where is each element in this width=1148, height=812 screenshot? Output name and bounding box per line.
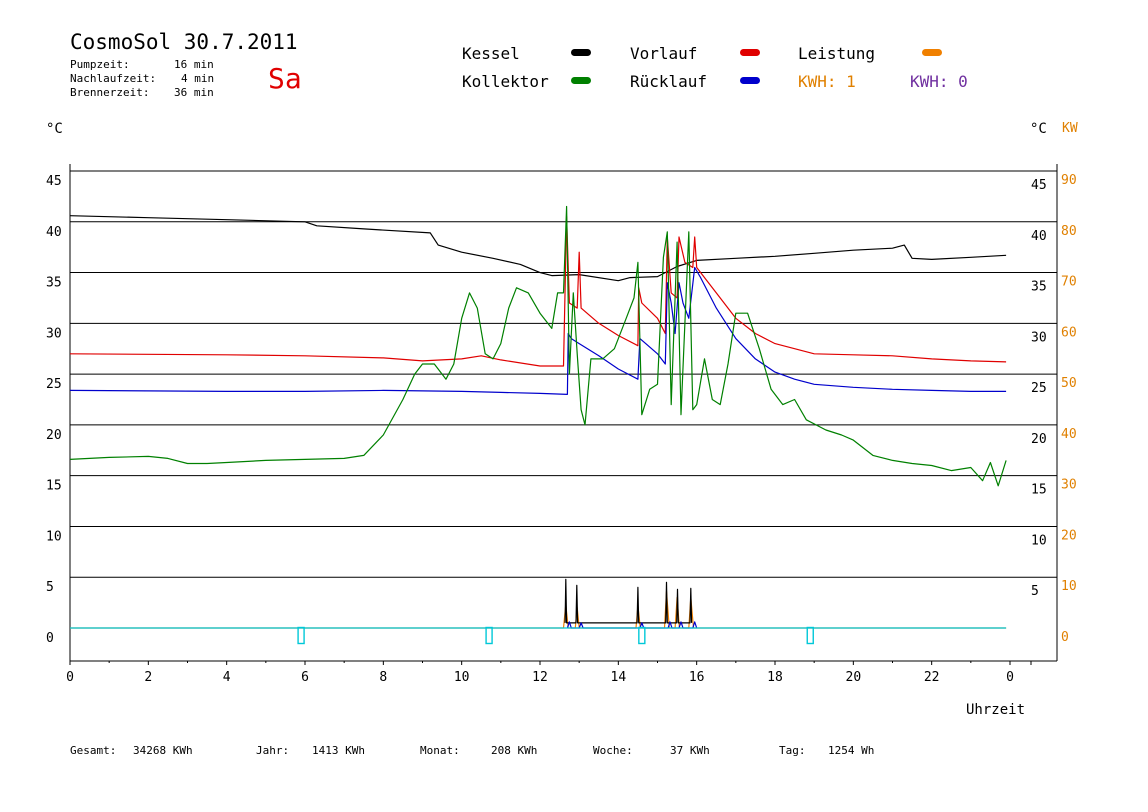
footer-label-gesamt: Gesamt: bbox=[70, 744, 117, 757]
series-line-kollektor bbox=[69, 205, 1007, 487]
pump-marker bbox=[297, 626, 305, 645]
y-tick-right: 45 bbox=[1031, 178, 1047, 193]
legend-swatch-vorlauf bbox=[740, 49, 760, 56]
y-tick-left: 5 bbox=[46, 580, 54, 595]
stat-label-brennerzeit: Brennerzeit: bbox=[70, 86, 150, 99]
y-tick-right: 30 bbox=[1031, 330, 1047, 345]
y-tick-left: 10 bbox=[46, 529, 62, 544]
y-tick-right: 20 bbox=[1031, 432, 1047, 447]
x-tick-label: 6 bbox=[301, 670, 309, 685]
x-tick-label: 14 bbox=[611, 670, 627, 685]
x-tick-label: 2 bbox=[144, 670, 152, 685]
y-tick-kw: 70 bbox=[1061, 275, 1077, 290]
x-axis-unit: Uhrzeit bbox=[966, 702, 1026, 718]
x-tick-label: 16 bbox=[689, 670, 705, 685]
y-tick-right: 25 bbox=[1031, 381, 1047, 396]
x-tick-label: 8 bbox=[379, 670, 387, 685]
y-tick-left: 15 bbox=[46, 479, 62, 494]
y-tick-right: 15 bbox=[1031, 483, 1047, 498]
stat-label-nachlaufzeit: Nachlaufzeit: bbox=[70, 72, 157, 85]
y-tick-kw: 10 bbox=[1061, 579, 1077, 594]
stat-label-pumpzeit: Pumpzeit: bbox=[70, 58, 130, 71]
series-line-leistung bbox=[70, 590, 1007, 629]
x-tick-label: 10 bbox=[454, 670, 470, 685]
legend-swatch-ruecklauf bbox=[740, 77, 760, 84]
pump-marker bbox=[806, 626, 814, 645]
y-tick-right: 35 bbox=[1031, 280, 1047, 295]
legend-label-vorlauf: Vorlauf bbox=[630, 44, 698, 63]
y-tick-kw: 40 bbox=[1061, 427, 1077, 442]
y-tick-right: 40 bbox=[1031, 229, 1047, 244]
y-tick-kw: 90 bbox=[1061, 173, 1077, 188]
y-tick-kw: 30 bbox=[1061, 478, 1077, 493]
y-tick-left: 40 bbox=[46, 225, 62, 240]
x-tick-label: 22 bbox=[924, 670, 940, 685]
footer-label-monat: Monat: bbox=[420, 744, 460, 757]
pump-marker bbox=[485, 626, 493, 645]
y-kw-unit: KW bbox=[1062, 121, 1078, 136]
y-tick-kw: 60 bbox=[1061, 325, 1077, 340]
y-tick-left: 0 bbox=[46, 631, 54, 646]
series-line-vorlauf bbox=[69, 216, 1007, 367]
pump-marker bbox=[638, 626, 646, 645]
x-tick-label: 0 bbox=[66, 670, 74, 685]
weekday-label: Sa bbox=[268, 62, 302, 95]
y-right-unit: °C bbox=[1030, 121, 1047, 137]
legend-swatch-kessel bbox=[571, 49, 591, 56]
footer-label-jahr: Jahr: bbox=[256, 744, 290, 757]
y-tick-left: 25 bbox=[46, 377, 62, 392]
legend-swatch-leistung bbox=[922, 49, 942, 56]
x-tick-label: 4 bbox=[223, 670, 231, 685]
legend-label-kollektor: Kollektor bbox=[462, 72, 549, 91]
y-tick-kw: 80 bbox=[1061, 224, 1077, 239]
footer-value-jahr: 1413 KWh bbox=[312, 744, 365, 757]
y-left-unit: °C bbox=[46, 121, 63, 137]
footer-value-gesamt: 34268 KWh bbox=[133, 744, 193, 757]
x-tick-label: 12 bbox=[532, 670, 548, 685]
legend-label-leistung: Leistung bbox=[798, 44, 876, 63]
stat-value-brennerzeit: 36 min bbox=[174, 86, 214, 99]
x-tick-label: 0 bbox=[1006, 670, 1014, 685]
y-tick-kw: 0 bbox=[1061, 630, 1069, 645]
footer-label-woche: Woche: bbox=[593, 744, 633, 757]
y-tick-right: 5 bbox=[1031, 584, 1039, 599]
footer-value-tag: 1254 Wh bbox=[828, 744, 875, 757]
footer-value-monat: 208 KWh bbox=[491, 744, 538, 757]
y-tick-left: 35 bbox=[46, 276, 62, 291]
y-tick-kw: 50 bbox=[1061, 376, 1077, 391]
y-tick-left: 30 bbox=[46, 326, 62, 341]
y-tick-kw: 20 bbox=[1061, 528, 1077, 543]
stat-value-pumpzeit: 16 min bbox=[174, 58, 214, 71]
footer-label-tag: Tag: bbox=[779, 744, 806, 757]
x-tick-label: 20 bbox=[846, 670, 862, 685]
series-line-rcklauf bbox=[69, 266, 1007, 395]
y-tick-right: 10 bbox=[1031, 533, 1047, 548]
y-tick-left: 45 bbox=[46, 174, 62, 189]
footer-value-woche: 37 KWh bbox=[670, 744, 710, 757]
kwh-counter-1: KWH: 1 bbox=[798, 72, 856, 91]
series-line-kessel bbox=[69, 215, 1007, 282]
kwh-counter-2: KWH: 0 bbox=[910, 72, 968, 91]
y-tick-left: 20 bbox=[46, 428, 62, 443]
legend-label-ruecklauf: Rücklauf bbox=[630, 72, 708, 91]
page-title: CosmoSol 30.7.2011 bbox=[70, 30, 298, 54]
legend-swatch-kollektor bbox=[571, 77, 591, 84]
x-tick-label: 18 bbox=[767, 670, 783, 685]
legend-label-kessel: Kessel bbox=[462, 44, 520, 63]
stat-value-nachlaufzeit: 4 min bbox=[181, 72, 215, 85]
series-line-kessel bbox=[564, 578, 693, 624]
